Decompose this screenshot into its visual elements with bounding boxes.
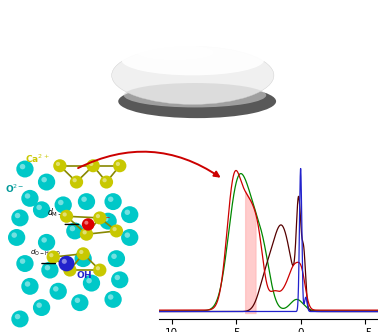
Circle shape [16, 161, 34, 178]
Circle shape [58, 200, 64, 205]
Circle shape [93, 211, 107, 224]
Circle shape [100, 176, 113, 189]
Text: $d_{\mathrm{O-H...O}}$: $d_{\mathrm{O-H...O}}$ [30, 248, 61, 258]
Circle shape [21, 190, 39, 207]
Circle shape [25, 281, 30, 287]
Ellipse shape [112, 46, 274, 104]
Circle shape [89, 162, 93, 166]
Circle shape [53, 286, 59, 291]
Circle shape [104, 193, 122, 210]
Circle shape [66, 266, 70, 270]
Circle shape [115, 275, 120, 280]
Circle shape [108, 197, 113, 202]
Circle shape [112, 227, 117, 231]
Circle shape [108, 250, 125, 267]
Circle shape [83, 275, 100, 291]
Circle shape [41, 237, 47, 243]
Circle shape [96, 214, 100, 218]
Circle shape [74, 250, 92, 267]
Circle shape [93, 264, 107, 277]
Circle shape [121, 229, 138, 246]
Circle shape [36, 302, 42, 308]
Circle shape [76, 247, 90, 260]
Circle shape [16, 255, 34, 272]
Circle shape [36, 205, 42, 210]
Circle shape [60, 210, 73, 223]
Circle shape [25, 193, 30, 199]
Ellipse shape [121, 45, 264, 75]
Circle shape [103, 216, 108, 221]
Circle shape [108, 294, 113, 300]
Circle shape [54, 197, 72, 213]
Circle shape [70, 176, 83, 189]
Circle shape [79, 250, 84, 254]
Circle shape [11, 209, 29, 226]
Circle shape [86, 278, 92, 284]
Circle shape [41, 177, 47, 182]
Circle shape [41, 262, 59, 279]
Circle shape [102, 178, 107, 182]
Circle shape [70, 226, 75, 231]
Circle shape [124, 209, 130, 215]
Circle shape [84, 221, 88, 225]
Circle shape [46, 251, 60, 264]
Circle shape [78, 193, 95, 210]
Circle shape [59, 256, 74, 271]
Circle shape [73, 178, 77, 182]
Circle shape [62, 212, 67, 216]
Circle shape [81, 197, 87, 202]
Circle shape [87, 159, 100, 172]
Circle shape [20, 164, 25, 169]
Circle shape [62, 259, 67, 264]
Circle shape [111, 271, 129, 288]
Circle shape [74, 297, 80, 303]
Ellipse shape [124, 83, 266, 108]
Circle shape [21, 278, 39, 295]
Ellipse shape [137, 45, 214, 60]
Circle shape [121, 206, 138, 223]
Circle shape [38, 234, 55, 251]
Circle shape [38, 174, 55, 191]
Circle shape [11, 232, 17, 238]
Circle shape [124, 232, 130, 238]
Text: $d_{\mathrm{M-H}}$: $d_{\mathrm{M-H}}$ [46, 206, 68, 219]
Circle shape [80, 228, 93, 241]
Circle shape [15, 314, 20, 319]
Circle shape [66, 222, 84, 239]
Circle shape [45, 265, 50, 270]
Circle shape [53, 159, 67, 172]
Circle shape [116, 162, 120, 166]
Circle shape [15, 213, 20, 218]
Circle shape [78, 254, 84, 259]
Text: Ca$^{2+}$: Ca$^{2+}$ [25, 153, 50, 165]
Text: O$^{2-}$: O$^{2-}$ [5, 182, 25, 195]
Circle shape [33, 299, 50, 316]
Circle shape [110, 224, 123, 237]
Circle shape [50, 283, 67, 300]
Circle shape [8, 229, 25, 246]
Circle shape [71, 294, 88, 311]
Text: H$^-$: H$^-$ [96, 214, 111, 225]
Text: OH$^-$: OH$^-$ [76, 270, 99, 281]
Circle shape [56, 162, 60, 166]
Circle shape [104, 291, 122, 308]
Circle shape [20, 259, 25, 264]
Circle shape [63, 264, 76, 277]
Text: Apatite ceramics: Apatite ceramics [146, 134, 240, 144]
Circle shape [96, 266, 100, 270]
Circle shape [49, 253, 54, 257]
Circle shape [33, 201, 50, 218]
Circle shape [82, 218, 94, 231]
Circle shape [82, 230, 87, 234]
Circle shape [11, 310, 29, 327]
Circle shape [113, 159, 126, 172]
Ellipse shape [118, 85, 276, 118]
Circle shape [99, 213, 117, 230]
Circle shape [111, 254, 117, 259]
